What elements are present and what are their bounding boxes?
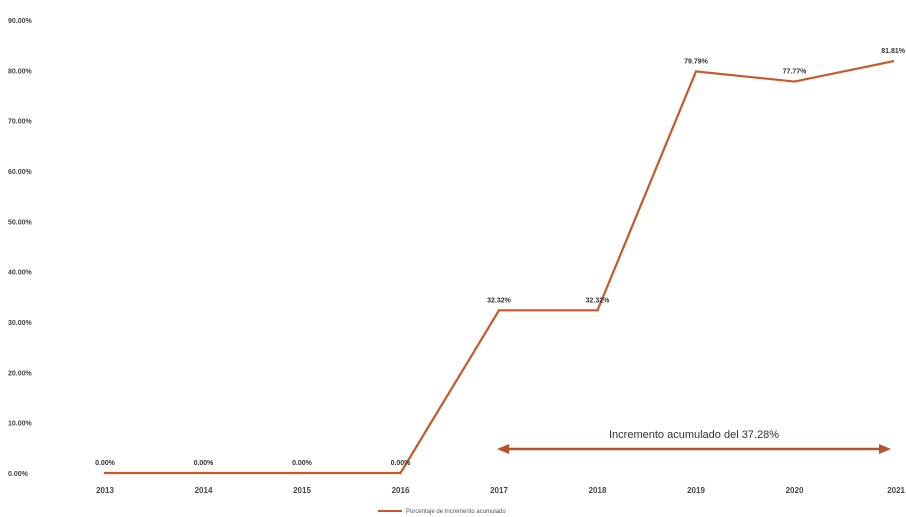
data-label: 0.00%	[194, 460, 215, 467]
x-tick-label: 2016	[392, 486, 410, 495]
data-point	[497, 309, 501, 312]
data-label: 32.32%	[586, 297, 611, 304]
data-point	[202, 471, 205, 475]
y-tick-label: 80.00%	[8, 68, 33, 75]
y-tick-label: 50.00%	[8, 219, 33, 226]
data-point	[891, 60, 895, 63]
y-tick-label: 70.00%	[8, 119, 33, 126]
data-label: 0.00%	[292, 460, 313, 467]
data-point	[300, 471, 304, 475]
x-tick-label: 2020	[786, 486, 804, 495]
y-tick-label: 90.00%	[8, 18, 33, 25]
data-label: 0.00%	[391, 460, 412, 467]
data-point	[596, 309, 599, 312]
x-tick-label: 2019	[687, 486, 705, 495]
data-label: 0.00%	[95, 460, 116, 467]
x-tick-label: 2017	[490, 486, 508, 495]
data-point	[694, 70, 698, 73]
annotation-arrowhead-left	[497, 444, 509, 454]
legend-label: Porcentaje de Incremento acumulado	[406, 509, 506, 515]
data-point	[399, 471, 402, 475]
y-tick-label: 40.00%	[8, 270, 33, 277]
annotation-text: Incremento acumulado del 37.28%	[609, 429, 779, 441]
data-point	[103, 471, 107, 475]
y-tick-label: 0.00%	[8, 471, 29, 478]
series-line	[105, 60, 894, 475]
y-tick-label: 60.00%	[8, 169, 33, 176]
data-label: 32.32%	[487, 297, 512, 304]
x-tick-label: 2015	[293, 486, 311, 495]
data-point	[793, 80, 796, 83]
x-tick-label: 2014	[195, 486, 213, 495]
y-tick-label: 20.00%	[8, 370, 33, 377]
annotation-arrowhead-right	[879, 444, 891, 454]
data-label: 77.77%	[783, 69, 808, 76]
x-tick-label: 2021	[887, 486, 905, 495]
data-label: 79.79%	[684, 58, 709, 65]
data-label: 81.81%	[881, 48, 906, 55]
y-tick-label: 10.00%	[8, 421, 33, 428]
x-tick-label: 2013	[96, 486, 114, 495]
x-tick-label: 2018	[589, 486, 607, 495]
y-tick-label: 30.00%	[8, 320, 33, 327]
